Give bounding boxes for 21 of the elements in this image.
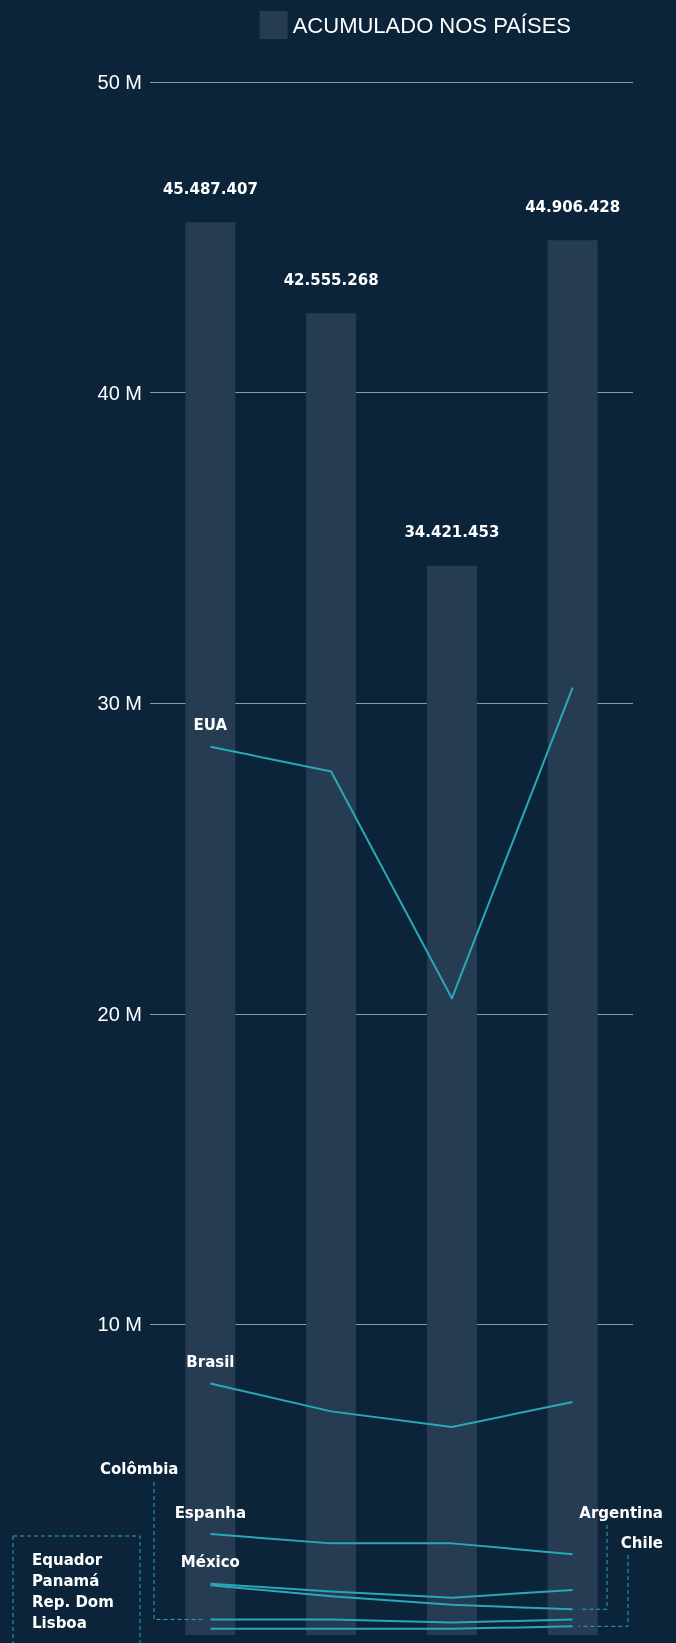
text: Rep. Dom [32, 1593, 114, 1611]
text: Panamá [32, 1572, 100, 1590]
data-label: 44.906.428 [525, 197, 621, 216]
series-label: Espanha [174, 1503, 247, 1522]
text: Lisboa [32, 1614, 87, 1632]
legend-label: ACUMULADO NOS PAÍSES [292, 12, 572, 38]
text: Equador [32, 1551, 103, 1569]
series-label: Brasil [186, 1352, 235, 1371]
series-label: México [180, 1553, 240, 1572]
series-label: EUA [193, 716, 228, 735]
data-label: 42.555.268 [283, 270, 379, 289]
text: Chile [620, 1534, 663, 1552]
text: Argentina [579, 1504, 663, 1522]
y-tick-label: 10 M [97, 1313, 142, 1336]
y-tick-label: 20 M [97, 1002, 142, 1025]
data-label: 34.421.453 [404, 523, 500, 542]
text: Colômbia [100, 1460, 179, 1478]
y-tick-label: 50 M [97, 71, 142, 93]
y-tick-label: 30 M [97, 692, 142, 715]
y-tick-label: 40 M [97, 381, 142, 404]
data-label: 45.487.407 [162, 179, 258, 198]
